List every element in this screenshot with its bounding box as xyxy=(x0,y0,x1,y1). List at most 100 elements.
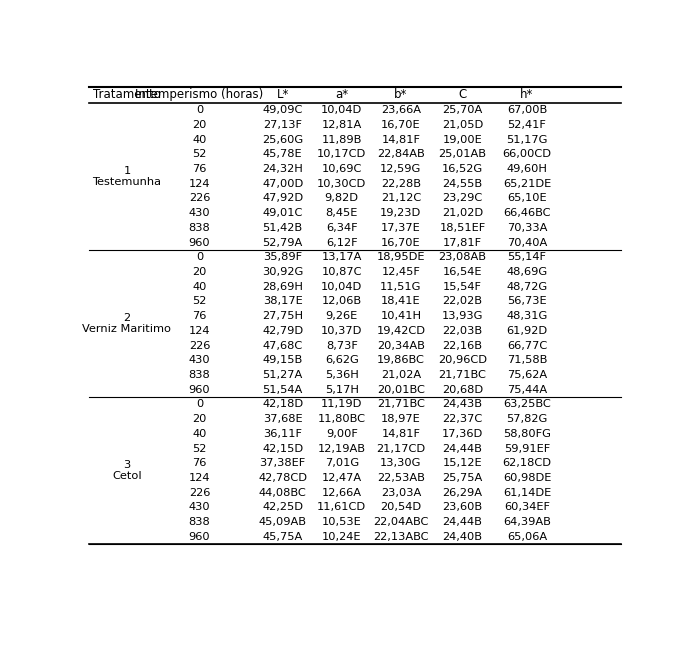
Text: 67,00B: 67,00B xyxy=(507,105,547,115)
Text: 0: 0 xyxy=(196,105,203,115)
Text: 76: 76 xyxy=(192,458,207,469)
Text: 58,80FG: 58,80FG xyxy=(503,429,551,439)
Text: 12,19AB: 12,19AB xyxy=(317,444,366,454)
Text: 11,61CD: 11,61CD xyxy=(317,502,367,513)
Text: 0: 0 xyxy=(196,252,203,262)
Text: 37,38EF: 37,38EF xyxy=(260,458,306,469)
Text: 35,89F: 35,89F xyxy=(263,252,302,262)
Text: 6,62G: 6,62G xyxy=(325,355,358,365)
Text: 6,34F: 6,34F xyxy=(326,223,358,233)
Text: 20,68D: 20,68D xyxy=(442,385,483,395)
Text: 19,86BC: 19,86BC xyxy=(377,355,425,365)
Text: 20: 20 xyxy=(192,414,207,424)
Text: 42,15D: 42,15D xyxy=(262,444,304,454)
Text: 42,78CD: 42,78CD xyxy=(258,473,307,483)
Text: 13,93G: 13,93G xyxy=(442,311,483,321)
Text: 24,44B: 24,44B xyxy=(443,517,482,527)
Text: 20,54D: 20,54D xyxy=(380,502,421,513)
Text: 59,91EF: 59,91EF xyxy=(504,444,550,454)
Text: 20,01BC: 20,01BC xyxy=(377,385,425,395)
Text: 60,34EF: 60,34EF xyxy=(504,502,550,513)
Text: 124: 124 xyxy=(188,326,210,336)
Text: 42,79D: 42,79D xyxy=(262,326,304,336)
Text: 17,37E: 17,37E xyxy=(381,223,421,233)
Text: 62,18CD: 62,18CD xyxy=(502,458,552,469)
Text: 21,12C: 21,12C xyxy=(380,193,421,203)
Text: 17,36D: 17,36D xyxy=(442,429,483,439)
Text: 75,44A: 75,44A xyxy=(507,385,547,395)
Text: 226: 226 xyxy=(188,193,210,203)
Text: 20,34AB: 20,34AB xyxy=(377,341,425,351)
Text: 124: 124 xyxy=(188,473,210,483)
Text: 23,03A: 23,03A xyxy=(380,488,421,498)
Text: 55,14F: 55,14F xyxy=(507,252,547,262)
Text: 45,78E: 45,78E xyxy=(263,149,302,159)
Text: 838: 838 xyxy=(188,223,210,233)
Text: 23,66A: 23,66A xyxy=(381,105,421,115)
Text: 9,82D: 9,82D xyxy=(325,193,359,203)
Text: 13,30G: 13,30G xyxy=(380,458,421,469)
Text: 2: 2 xyxy=(123,313,130,323)
Text: 52,79A: 52,79A xyxy=(263,238,303,248)
Text: 25,75A: 25,75A xyxy=(442,473,483,483)
Text: 19,23D: 19,23D xyxy=(380,208,421,218)
Text: 16,70E: 16,70E xyxy=(381,238,421,248)
Text: 5,36H: 5,36H xyxy=(325,370,359,380)
Text: 64,39AB: 64,39AB xyxy=(503,517,551,527)
Text: 430: 430 xyxy=(188,502,210,513)
Text: 48,72G: 48,72G xyxy=(507,282,547,292)
Text: 5,17H: 5,17H xyxy=(325,385,359,395)
Text: b*: b* xyxy=(394,88,407,101)
Text: 22,53AB: 22,53AB xyxy=(377,473,425,483)
Text: 19,42CD: 19,42CD xyxy=(376,326,426,336)
Text: 63,25BC: 63,25BC xyxy=(503,399,551,410)
Text: 11,80BC: 11,80BC xyxy=(317,414,366,424)
Text: 960: 960 xyxy=(188,385,210,395)
Text: 51,17G: 51,17G xyxy=(507,135,547,145)
Text: 430: 430 xyxy=(188,355,210,365)
Text: 22,02B: 22,02B xyxy=(443,296,482,307)
Text: 40: 40 xyxy=(192,429,207,439)
Text: 10,37D: 10,37D xyxy=(321,326,362,336)
Text: 56,73E: 56,73E xyxy=(507,296,547,307)
Text: 12,59G: 12,59G xyxy=(380,164,421,174)
Text: 52,41F: 52,41F xyxy=(507,120,547,130)
Text: C: C xyxy=(459,88,466,101)
Text: 12,06B: 12,06B xyxy=(322,296,362,307)
Text: 12,47A: 12,47A xyxy=(322,473,362,483)
Text: 124: 124 xyxy=(188,179,210,189)
Text: 60,98DE: 60,98DE xyxy=(503,473,551,483)
Text: 3: 3 xyxy=(123,460,130,470)
Text: 40: 40 xyxy=(192,282,207,292)
Text: 17,81F: 17,81F xyxy=(443,238,482,248)
Text: 16,54E: 16,54E xyxy=(443,267,482,277)
Text: 71,58B: 71,58B xyxy=(507,355,547,365)
Text: 15,12E: 15,12E xyxy=(443,458,482,469)
Text: 13,17A: 13,17A xyxy=(322,252,362,262)
Text: 20: 20 xyxy=(192,267,207,277)
Text: 66,46BC: 66,46BC xyxy=(503,208,551,218)
Text: 22,04ABC: 22,04ABC xyxy=(373,517,428,527)
Text: 10,69C: 10,69C xyxy=(322,164,362,174)
Text: 27,13F: 27,13F xyxy=(263,120,302,130)
Text: 6,12F: 6,12F xyxy=(326,238,358,248)
Text: 10,41H: 10,41H xyxy=(380,311,421,321)
Text: 66,77C: 66,77C xyxy=(507,341,547,351)
Text: 10,87C: 10,87C xyxy=(322,267,362,277)
Text: 23,08AB: 23,08AB xyxy=(439,252,486,262)
Text: 18,51EF: 18,51EF xyxy=(439,223,486,233)
Text: 48,69G: 48,69G xyxy=(507,267,547,277)
Text: 0: 0 xyxy=(196,399,203,410)
Text: 49,09C: 49,09C xyxy=(263,105,303,115)
Text: Cetol: Cetol xyxy=(112,471,141,481)
Text: 16,70E: 16,70E xyxy=(381,120,421,130)
Text: 65,21DE: 65,21DE xyxy=(503,179,551,189)
Text: 11,19D: 11,19D xyxy=(321,399,362,410)
Text: 12,66A: 12,66A xyxy=(322,488,362,498)
Text: 24,44B: 24,44B xyxy=(443,444,482,454)
Text: 51,27A: 51,27A xyxy=(263,370,303,380)
Text: 22,84AB: 22,84AB xyxy=(377,149,425,159)
Text: 20: 20 xyxy=(192,120,207,130)
Text: 49,15B: 49,15B xyxy=(263,355,303,365)
Text: 1: 1 xyxy=(123,166,130,176)
